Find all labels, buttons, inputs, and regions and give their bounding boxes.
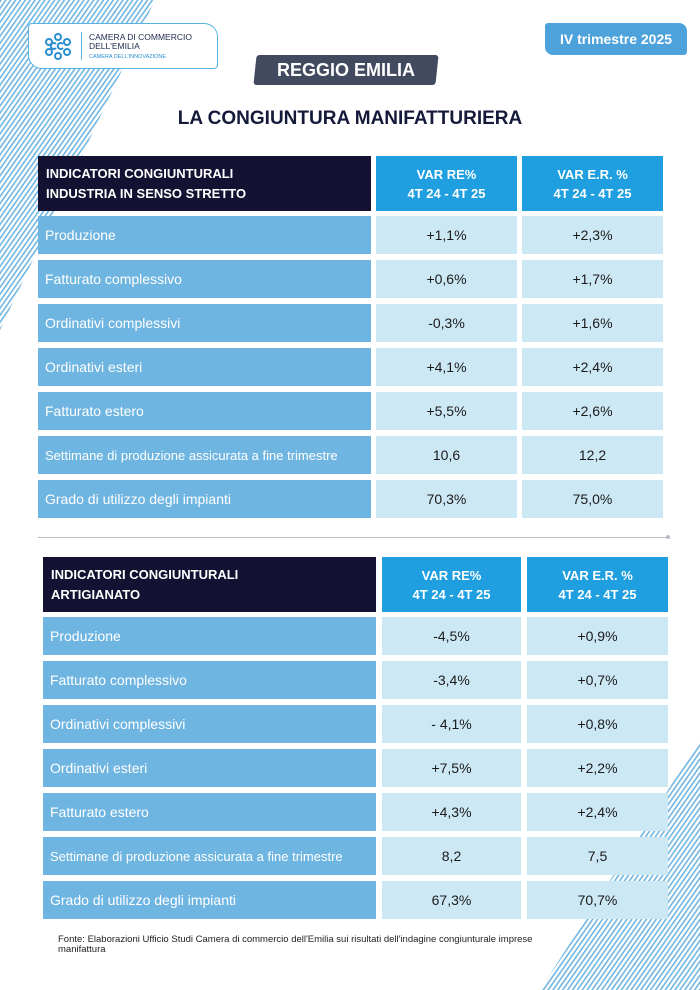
value-var-re: - 4,1%	[382, 705, 521, 743]
header-line: VAR RE%	[416, 166, 477, 182]
header-var-er: VAR E.R. % 4T 24 - 4T 25	[522, 156, 663, 211]
row-label: Produzione	[43, 617, 376, 655]
row-label: Ordinativi complessivi	[38, 304, 371, 342]
period-badge: IV trimestre 2025	[545, 23, 687, 55]
header-line: VAR E.R. %	[557, 166, 628, 182]
value-var-er: +2,4%	[527, 793, 668, 831]
value-var-re: +4,3%	[382, 793, 521, 831]
header-indicator: INDICATORI CONGIUNTURALI ARTIGIANATO	[43, 557, 376, 612]
value-var-re: +0,6%	[376, 260, 517, 298]
header-indicator: INDICATORI CONGIUNTURALI INDUSTRIA IN SE…	[38, 156, 371, 211]
source-note: Fonte: Elaborazioni Ufficio Studi Camera…	[58, 934, 533, 955]
value-var-er: 75,0%	[522, 480, 663, 518]
value-var-re: +1,1%	[376, 216, 517, 254]
value-var-er: +0,8%	[527, 705, 668, 743]
divider	[38, 535, 670, 539]
logo-line2: DELL'EMILIA	[89, 41, 140, 51]
value-var-er: 7,5	[527, 837, 668, 875]
row-label: Fatturato complessivo	[43, 661, 376, 699]
row-label: Ordinativi esteri	[43, 749, 376, 787]
value-var-er: +0,7%	[527, 661, 668, 699]
value-var-er: +2,2%	[527, 749, 668, 787]
header-line: VAR RE%	[421, 567, 482, 583]
page-title: LA CONGIUNTURA MANIFATTURIERA	[177, 108, 523, 129]
row-label: Settimane di produzione assicurata a fin…	[38, 436, 371, 474]
row-label: Fatturato estero	[38, 392, 371, 430]
header-line: 4T 24 - 4T 25	[558, 586, 637, 602]
value-var-re: 67,3%	[382, 881, 521, 919]
logo-mark-icon	[45, 33, 71, 60]
value-var-re: +4,1%	[376, 348, 517, 386]
header-line: 4T 24 - 4T 25	[553, 185, 632, 201]
value-var-re: -0,3%	[376, 304, 517, 342]
value-var-re: +7,5%	[382, 749, 521, 787]
value-var-er: +2,6%	[522, 392, 663, 430]
chamber-of-commerce-logo: CAMERA DI COMMERCIO DELL'EMILIA CAMERA DE…	[28, 23, 218, 69]
header-var-re: VAR RE% 4T 24 - 4T 25	[376, 156, 517, 211]
row-label: Fatturato complessivo	[38, 260, 371, 298]
row-label: Settimane di produzione assicurata a fin…	[43, 837, 376, 875]
value-var-er: +1,7%	[522, 260, 663, 298]
value-var-er: +2,4%	[522, 348, 663, 386]
value-var-re: -4,5%	[382, 617, 521, 655]
value-var-er: +1,6%	[522, 304, 663, 342]
row-label: Fatturato estero	[43, 793, 376, 831]
region-badge: REGGIO EMILIA	[253, 55, 439, 85]
value-var-re: 70,3%	[376, 480, 517, 518]
row-label: Ordinativi complessivi	[43, 705, 376, 743]
row-label: Grado di utilizzo degli impianti	[38, 480, 371, 518]
value-var-er: 70,7%	[527, 881, 668, 919]
value-var-re: -3,4%	[382, 661, 521, 699]
value-var-er: 12,2	[522, 436, 663, 474]
header-var-re: VAR RE% 4T 24 - 4T 25	[382, 557, 521, 612]
header-line: 4T 24 - 4T 25	[412, 586, 491, 602]
row-label: Grado di utilizzo degli impianti	[43, 881, 376, 919]
logo-line1: CAMERA DI COMMERCIO	[89, 32, 192, 42]
row-label: Produzione	[38, 216, 371, 254]
value-var-re: +5,5%	[376, 392, 517, 430]
header-var-er: VAR E.R. % 4T 24 - 4T 25	[527, 557, 668, 612]
value-var-er: +2,3%	[522, 216, 663, 254]
value-var-er: +0,9%	[527, 617, 668, 655]
header-line: VAR E.R. %	[562, 567, 633, 583]
row-label: Ordinativi esteri	[38, 348, 371, 386]
header-line: 4T 24 - 4T 25	[407, 185, 486, 201]
value-var-re: 10,6	[376, 436, 517, 474]
value-var-re: 8,2	[382, 837, 521, 875]
logo-tagline: CAMERA DELL'INNOVAZIONE	[89, 54, 167, 60]
